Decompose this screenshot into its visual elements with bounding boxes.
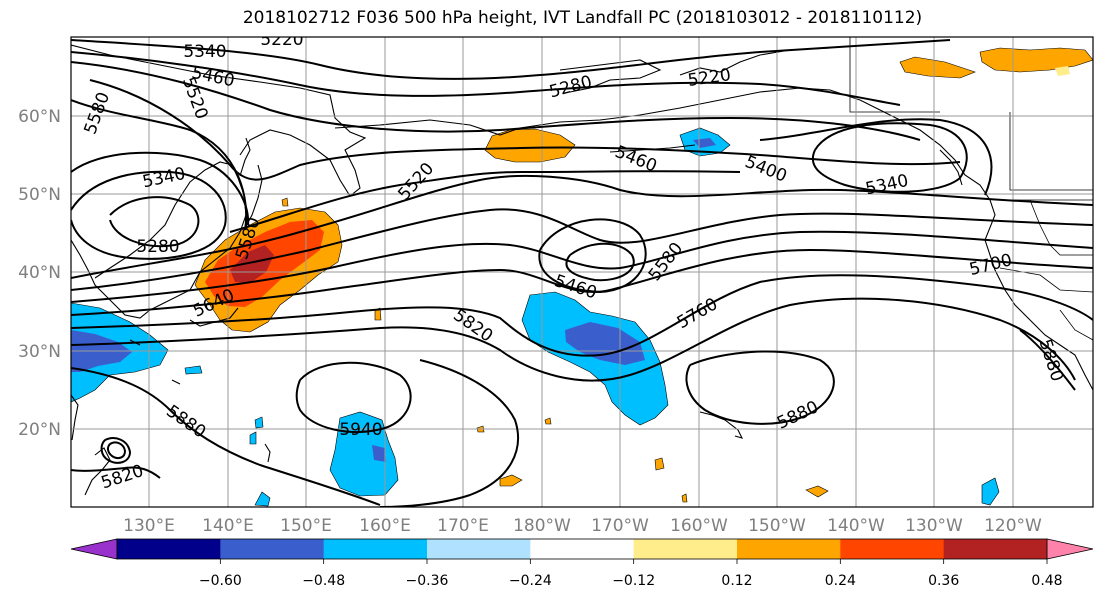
- colorbar-ticks: −0.60 −0.48 −0.36 −0.24 −0.12 0.12 0.24 0.36 0.4…: [199, 559, 1063, 589]
- lon-label: 130°W: [905, 516, 963, 536]
- colorbar-segment: [530, 539, 635, 559]
- lon-label: 150°W: [748, 516, 806, 536]
- contour-label: 5220: [260, 30, 303, 50]
- lon-label: 170°W: [591, 516, 649, 536]
- colorbar: −0.60 −0.48 −0.36 −0.24 −0.12 0.12 0.24 0.36 0.4…: [70, 538, 1094, 589]
- colorbar-tick-label: −0.36: [406, 573, 449, 589]
- contour-label: 5340: [183, 42, 226, 62]
- colorbar-tick-label: −0.60: [199, 573, 242, 589]
- lat-label: 20°N: [18, 420, 61, 440]
- contour-label: 5340: [864, 171, 910, 200]
- lon-label: 170°E: [437, 516, 489, 536]
- map-frame: [70, 36, 1094, 508]
- colorbar-segment: [737, 539, 841, 559]
- colorbar-segment: [840, 539, 945, 559]
- ivt-positive-shading: [194, 47, 1093, 503]
- colorbar-segment: [220, 539, 325, 559]
- lon-label: 180°W: [513, 516, 571, 536]
- colorbar-segment: [117, 539, 221, 559]
- longitude-labels: 130°E 140°E 150°E 160°E 170°E 180°W 170°…: [123, 516, 1042, 536]
- lat-label: 40°N: [18, 263, 61, 283]
- lat-label: 30°N: [18, 342, 61, 362]
- contour-label: 5880: [1035, 337, 1067, 384]
- colorbar-segment: [943, 539, 1048, 559]
- contour-label: 5940: [339, 420, 382, 440]
- colorbar-segments: [117, 539, 1048, 559]
- colorbar-frame: [116, 538, 1048, 560]
- contour-label: 5580: [81, 90, 115, 137]
- contour-label: 5880: [774, 397, 822, 433]
- lon-label: 160°E: [359, 516, 411, 536]
- contour-label: 5820: [449, 305, 496, 346]
- contour-label: 5760: [674, 294, 721, 333]
- colorbar-segment: [323, 539, 428, 559]
- lon-label: 140°W: [827, 516, 885, 536]
- colorbar-tick-label: 0.12: [721, 573, 752, 589]
- colorbar-tick-label: 0.48: [1031, 573, 1062, 589]
- colorbar-tick-label: −0.12: [612, 573, 655, 589]
- colorbar-right-extension: [1046, 538, 1094, 560]
- gridlines: [71, 37, 1093, 507]
- lon-label: 130°E: [123, 516, 175, 536]
- colorbar-segment: [633, 539, 738, 559]
- contour-label: 5280: [547, 72, 594, 103]
- contour-label: 5700: [967, 250, 1014, 280]
- colorbar-tick-label: −0.24: [509, 573, 552, 589]
- colorbar-segment: [427, 539, 531, 559]
- colorbar-tick-label: −0.48: [302, 573, 345, 589]
- contour-label: 5580: [645, 239, 687, 285]
- colorbar-tick-label: 0.36: [928, 573, 959, 589]
- colorbar-tick-label: 0.24: [825, 573, 856, 589]
- lon-label: 150°E: [280, 516, 332, 536]
- contour-label: 5220: [686, 65, 732, 91]
- height-contours: [71, 39, 1093, 507]
- lon-label: 140°E: [202, 516, 254, 536]
- lat-label: 60°N: [18, 107, 61, 127]
- map-panel: 5340 5220 5460 5520 5580 5280 5220 5460 …: [71, 30, 1093, 507]
- map-title: 2018102712 F036 500 hPa height, IVT Land…: [242, 8, 923, 28]
- contour-label: 5340: [141, 164, 187, 193]
- lon-label: 160°W: [670, 516, 728, 536]
- lon-label: 120°W: [984, 516, 1042, 536]
- lat-label: 50°N: [18, 185, 61, 205]
- contour-label: 5280: [136, 237, 179, 257]
- ivt-negative-shading: [71, 127, 1000, 507]
- latitude-labels: 60°N 50°N 40°N 30°N 20°N: [18, 107, 61, 440]
- colorbar-left-extension: [70, 538, 118, 560]
